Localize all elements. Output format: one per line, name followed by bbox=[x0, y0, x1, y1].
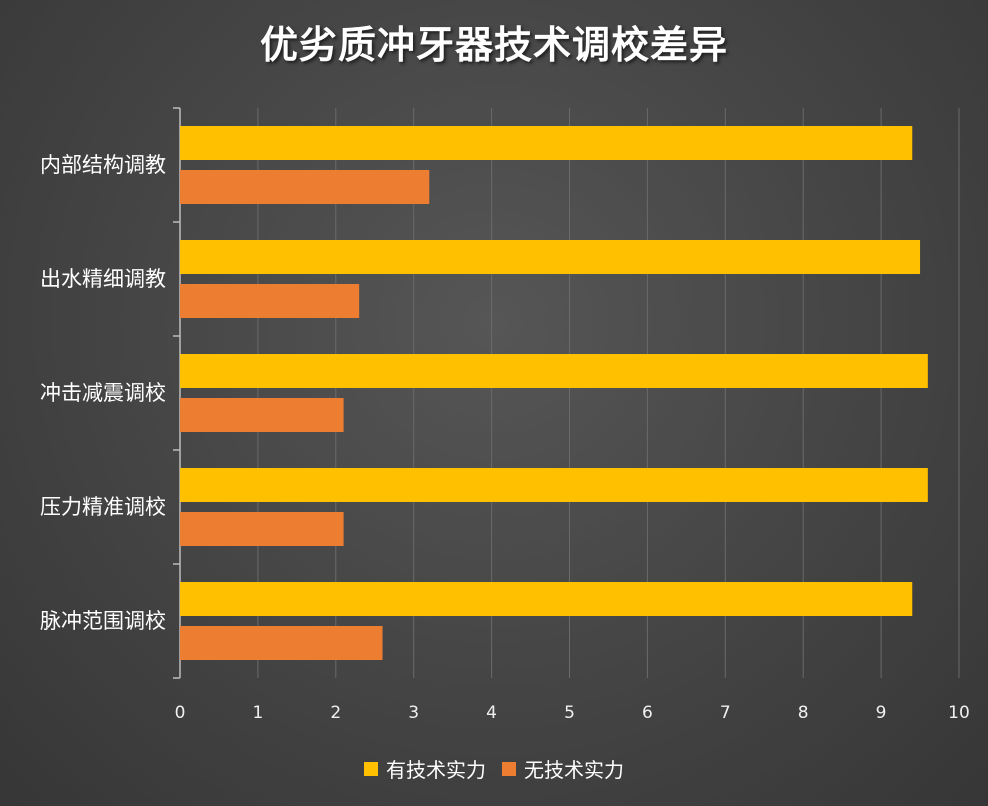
category-label-3: 压力精准调校 bbox=[40, 495, 166, 519]
bar-with-tech-1 bbox=[180, 240, 921, 274]
x-tick-label-0: 0 bbox=[175, 703, 186, 723]
x-tick-label-1: 1 bbox=[252, 703, 263, 723]
bar-with-tech-3 bbox=[180, 468, 928, 502]
x-tick-label-4: 4 bbox=[486, 703, 497, 723]
bar-without-tech-4 bbox=[180, 626, 383, 660]
bar-without-tech-1 bbox=[180, 284, 360, 318]
x-tick-label-10: 10 bbox=[948, 703, 970, 723]
legend-swatch-series-1 bbox=[502, 761, 516, 776]
bar-with-tech-2 bbox=[180, 354, 928, 388]
legend-item-series-1: 无技术实力 bbox=[502, 754, 624, 783]
x-tick-label-7: 7 bbox=[720, 703, 731, 723]
category-label-2: 冲击减震调校 bbox=[40, 381, 166, 405]
category-label-4: 脉冲范围调校 bbox=[40, 609, 166, 633]
legend-label-series-0: 有技术实力 bbox=[386, 758, 486, 782]
x-tick-label-5: 5 bbox=[564, 703, 575, 723]
bar-without-tech-2 bbox=[180, 398, 344, 432]
category-label-1: 出水精细调教 bbox=[40, 267, 166, 291]
legend-label-series-1: 无技术实力 bbox=[524, 758, 624, 782]
x-tick-label-3: 3 bbox=[408, 703, 419, 723]
bar-with-tech-4 bbox=[180, 582, 913, 616]
legend-swatch-series-0 bbox=[364, 761, 378, 776]
x-tick-label-6: 6 bbox=[642, 703, 653, 723]
bar-without-tech-0 bbox=[180, 170, 430, 204]
x-tick-label-8: 8 bbox=[798, 703, 809, 723]
bar-with-tech-0 bbox=[180, 126, 913, 160]
category-label-0: 内部结构调教 bbox=[40, 153, 166, 177]
x-tick-label-2: 2 bbox=[330, 703, 341, 723]
bar-without-tech-3 bbox=[180, 512, 344, 546]
x-tick-label-9: 9 bbox=[876, 703, 887, 723]
chart-legend: 有技术实力 无技术实力 bbox=[0, 754, 988, 783]
legend-item-series-0: 有技术实力 bbox=[364, 754, 486, 783]
chart-title: 优劣质冲牙器技术调校差异 bbox=[259, 22, 728, 67]
